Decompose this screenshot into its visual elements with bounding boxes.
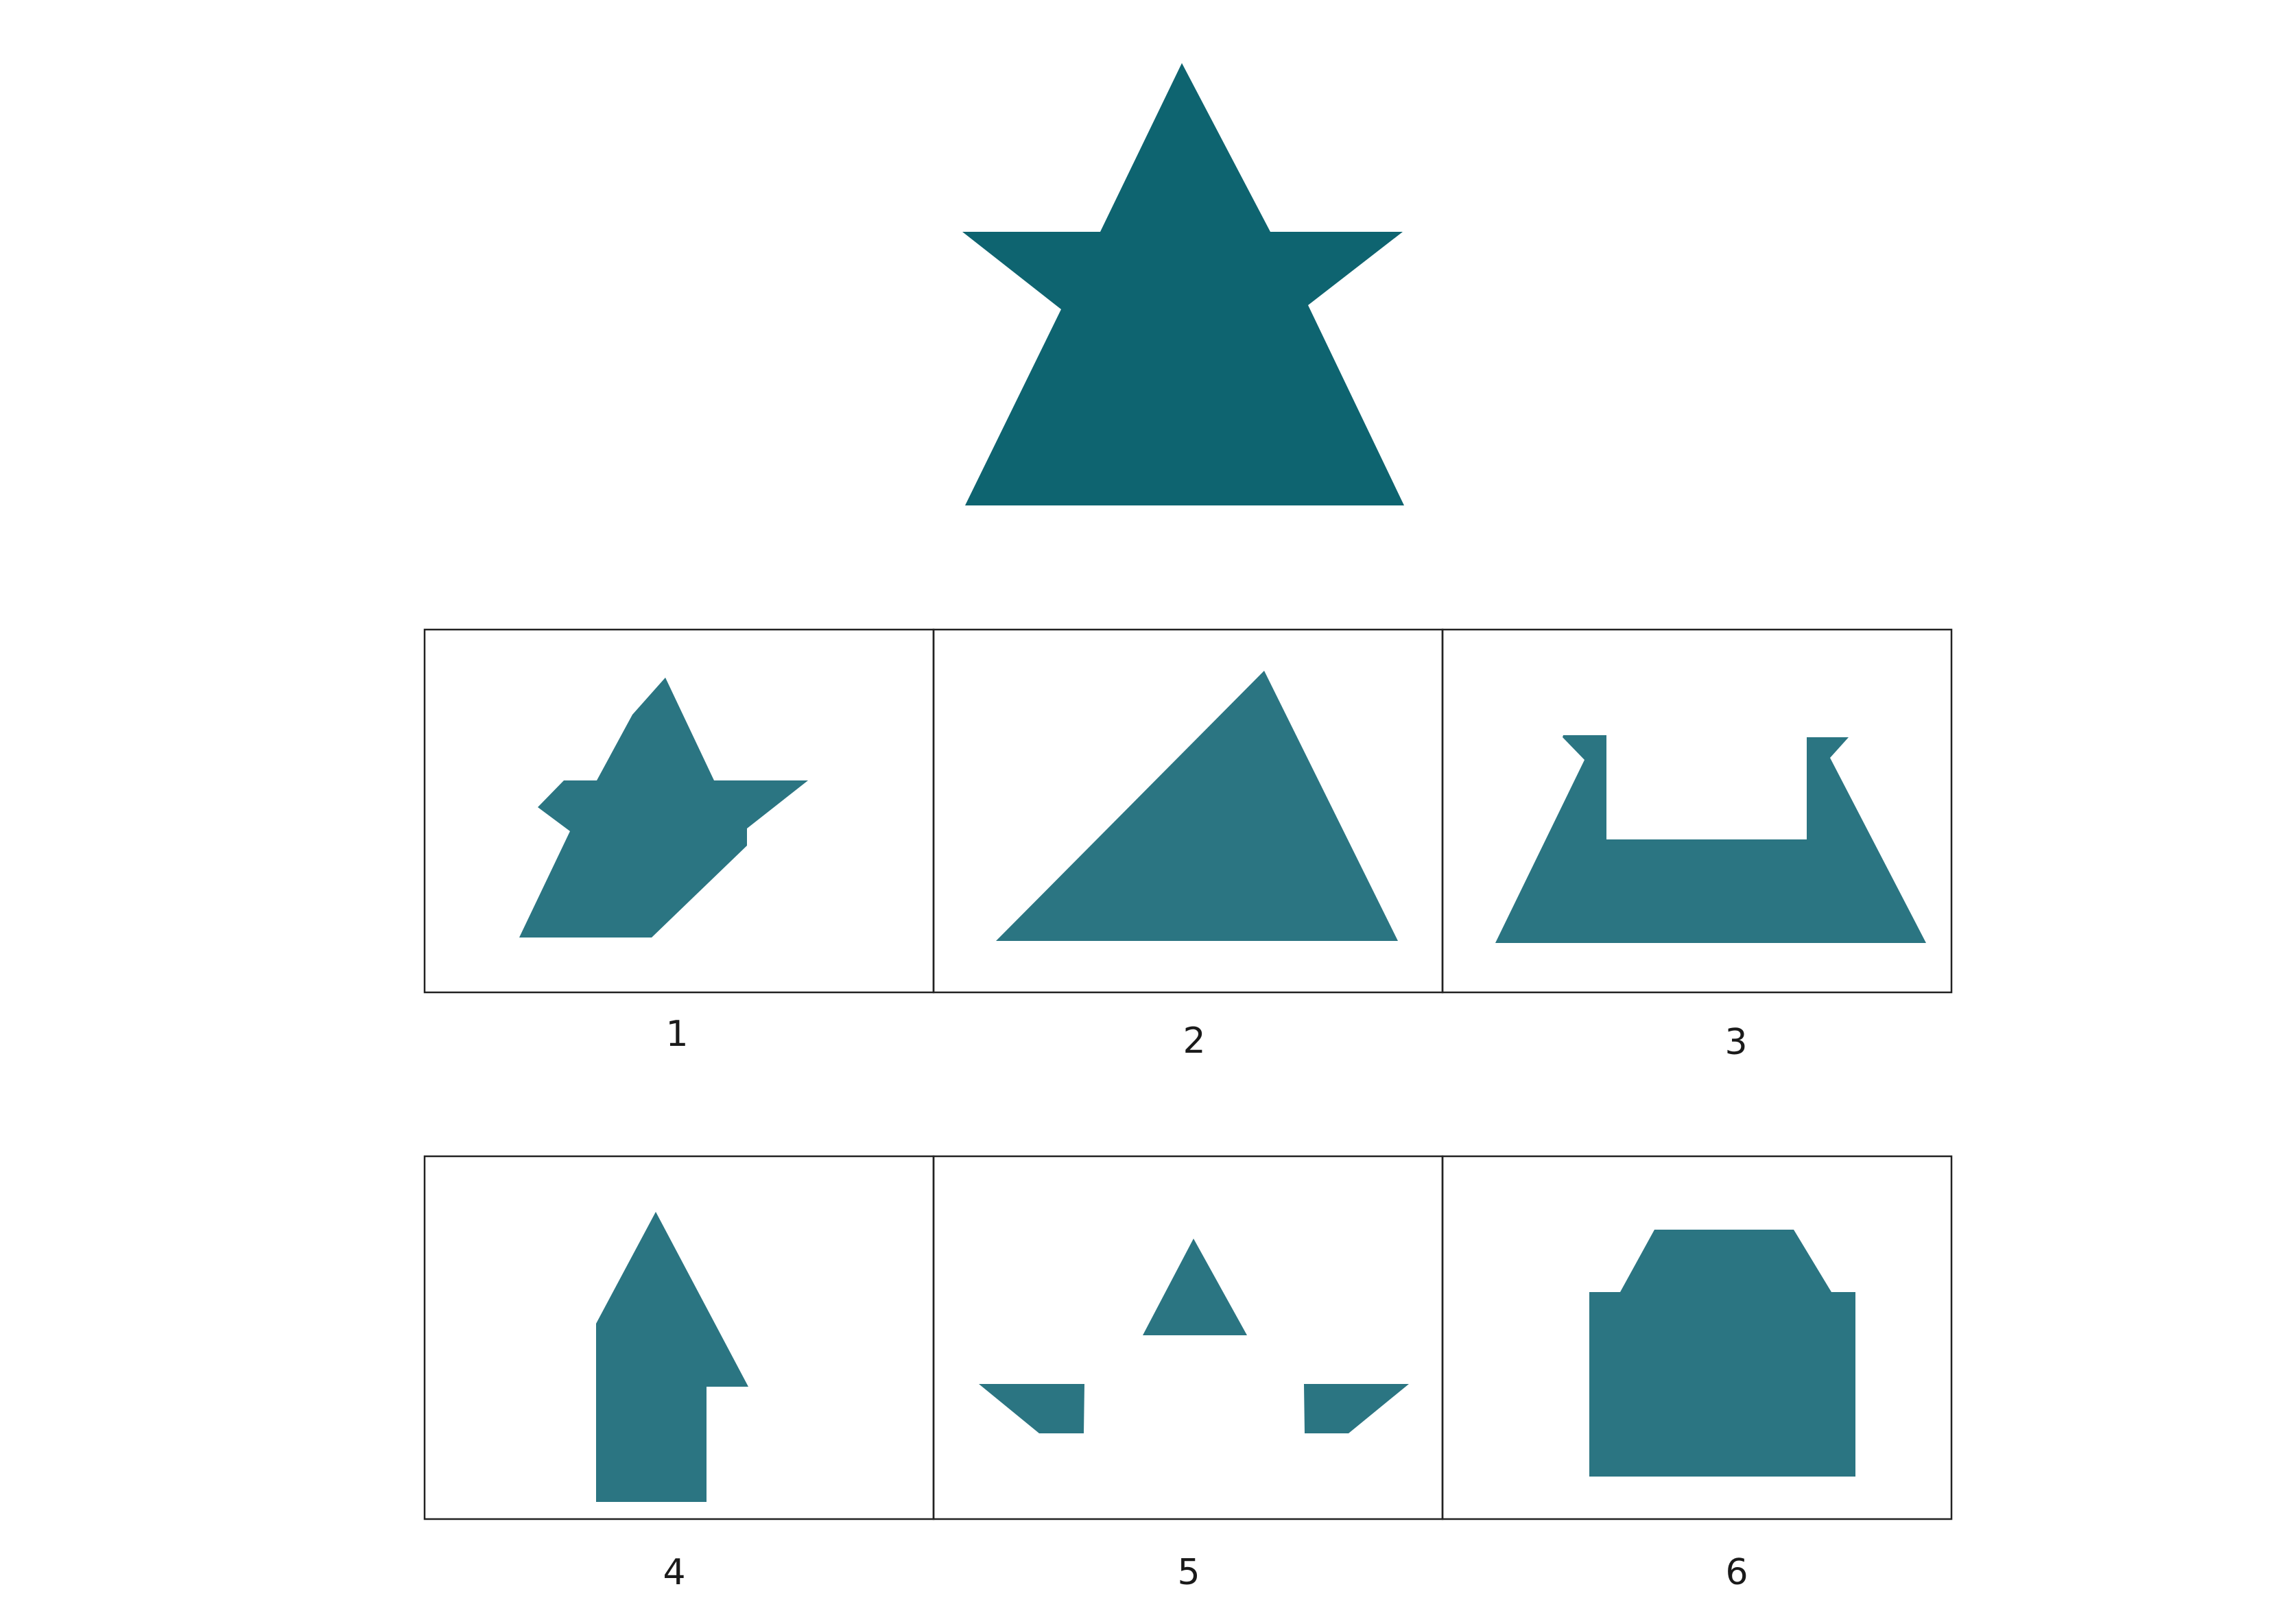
option-4-label: 4 (663, 1552, 685, 1593)
reference-star-shape (962, 63, 1404, 505)
option-3-shape (1495, 735, 1926, 943)
option-2-shape (996, 671, 1398, 941)
option-5-shape (979, 1239, 1409, 1433)
options-grid-row-1 (423, 628, 1953, 994)
option-5-piece-top (1143, 1239, 1247, 1335)
option-5-label: 5 (1177, 1552, 1200, 1593)
option-cell-5[interactable] (932, 1155, 1444, 1520)
option-1-label: 1 (665, 1014, 688, 1055)
option-cell-3[interactable] (1441, 628, 1953, 994)
options-grid-row-2 (423, 1155, 1953, 1520)
option-1-shape (519, 678, 808, 938)
option-5-piece-left (979, 1384, 1084, 1433)
option-5-piece-right (1304, 1384, 1409, 1433)
option-6-shape (1589, 1230, 1855, 1477)
option-4-shape (596, 1212, 798, 1502)
option-cell-6[interactable] (1441, 1155, 1953, 1520)
option-6-label: 6 (1725, 1552, 1748, 1593)
option-2-label: 2 (1183, 1020, 1205, 1062)
option-3-label: 3 (1724, 1022, 1747, 1063)
